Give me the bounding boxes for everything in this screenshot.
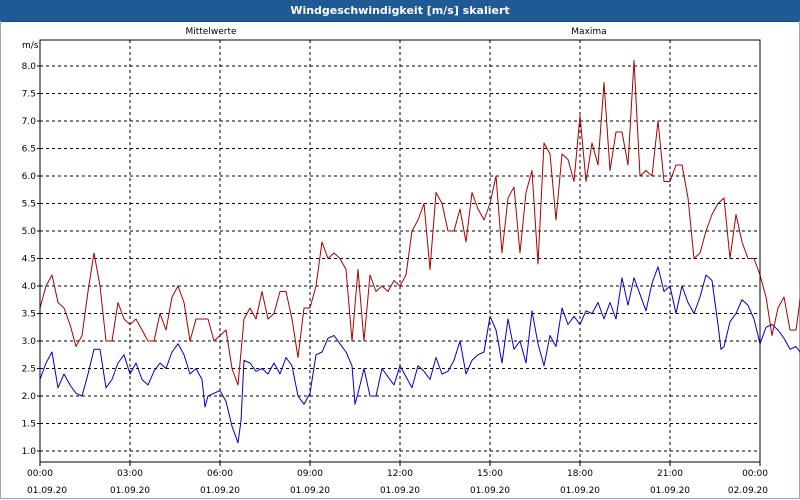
y-tick-label: 7.5 (22, 90, 36, 100)
x-tick-date: 01.09.20 (380, 486, 420, 496)
x-tick-date: 01.09.20 (27, 486, 67, 496)
y-tick-label: 2.5 (22, 365, 36, 375)
x-tick-time: 15:00 (477, 469, 503, 479)
y-tick-label: 1.5 (22, 420, 36, 430)
x-tick-time: 06:00 (207, 469, 233, 479)
y-tick-label: 8.0 (22, 62, 37, 72)
x-tick-date: 01.09.20 (470, 486, 510, 496)
window-title: Windgeschwindigkeit [m/s] skaliert (290, 4, 510, 17)
x-tick-time: 12:00 (387, 469, 413, 479)
y-tick-label: 4.0 (22, 282, 37, 292)
x-tick-date: 02.09.20 (728, 486, 768, 496)
y-tick-label: 4.5 (22, 255, 36, 265)
x-tick-time: 09:00 (297, 469, 323, 479)
x-tick-date: 01.09.20 (200, 486, 240, 496)
series-line-mittelwerte (39, 266, 800, 444)
y-tick-label: 5.5 (22, 200, 36, 210)
y-tick-label: 7.0 (22, 117, 37, 127)
y-tick-label: 3.5 (22, 310, 36, 320)
legend-mittelwerte: Mittelwerte (185, 27, 236, 37)
y-tick-label: 2.0 (22, 392, 37, 402)
x-axis: 00:00 01.09.20 03:00 01.09.20 06:00 01.09.20 0… (27, 462, 768, 496)
x-tick-date: 01.09.20 (560, 486, 600, 496)
x-tick-time: 03:00 (117, 469, 143, 479)
x-tick-date: 01.09.20 (650, 486, 690, 496)
legend-maxima: Maxima (571, 27, 606, 37)
title-bar: Windgeschwindigkeit [m/s] skaliert (0, 0, 800, 22)
x-tick-date: 01.09.20 (290, 486, 330, 496)
x-tick-time: 21:00 (657, 469, 683, 479)
y-tick-label: 5.0 (22, 227, 37, 237)
x-tick-date: 01.09.20 (110, 486, 150, 496)
x-tick-time: 00:00 (742, 469, 768, 479)
grid (40, 40, 760, 462)
x-tick-time: 00:00 (27, 469, 53, 479)
y-tick-label: 3.0 (22, 337, 37, 347)
y-tick-label: 6.5 (22, 145, 36, 155)
series-group (39, 60, 800, 444)
x-tick-time: 18:00 (567, 469, 593, 479)
series-line-maxima (39, 60, 800, 386)
y-tick-label: 1.0 (22, 447, 37, 457)
y-tick-label: 6.0 (22, 172, 37, 182)
y-axis-unit-label: m/s (22, 41, 39, 51)
y-axis: 1.0 1.5 2.0 2.5 3.0 3.5 4.0 4.5 5.0 5.5 6.0 6.5 7.0 7… (22, 62, 40, 457)
plot-area-border (39, 39, 761, 463)
